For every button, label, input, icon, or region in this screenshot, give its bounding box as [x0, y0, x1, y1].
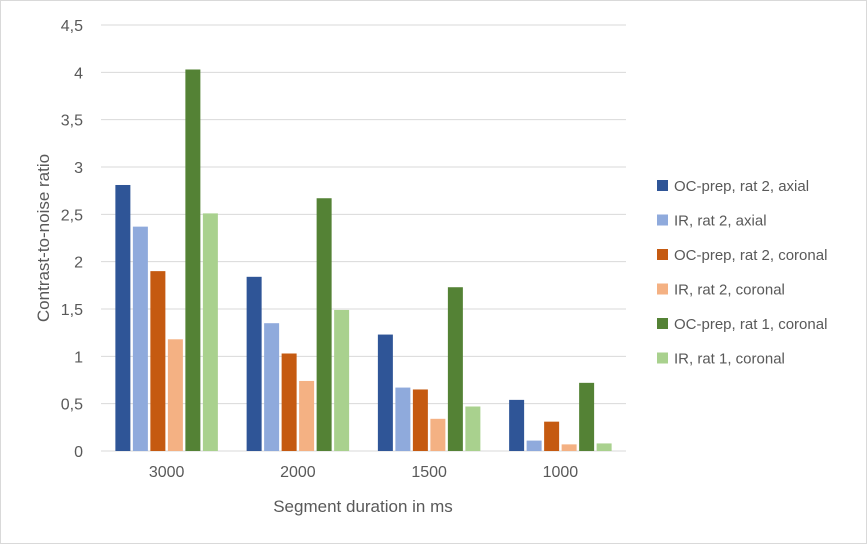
y-tick-label: 0,5 — [61, 397, 83, 414]
y-tick-label: 3,5 — [61, 113, 83, 130]
bar — [579, 382, 595, 451]
bar — [334, 309, 350, 451]
bar — [246, 276, 262, 451]
bar — [150, 271, 166, 451]
x-axis-label: Segment duration in ms — [273, 497, 453, 516]
bar — [544, 421, 560, 451]
bar — [561, 444, 577, 451]
legend-label: OC-prep, rat 2, axial — [674, 178, 809, 195]
bar — [412, 389, 428, 451]
bar — [509, 399, 525, 451]
bar — [596, 443, 612, 451]
legend-swatch — [657, 352, 668, 364]
x-tick-label: 2000 — [280, 464, 316, 481]
y-tick-label: 1 — [74, 349, 83, 366]
x-tick-label: 1500 — [411, 464, 447, 481]
bar — [202, 213, 218, 451]
legend-swatch — [657, 214, 668, 226]
bar — [395, 387, 411, 451]
y-tick-label: 0 — [74, 444, 83, 461]
y-tick-label: 1,5 — [61, 302, 83, 319]
bar — [430, 418, 446, 451]
legend-swatch — [657, 283, 668, 295]
legend-swatch — [657, 180, 668, 191]
y-axis-label: Contrast-to-noise ratio — [34, 154, 53, 322]
bar — [167, 339, 183, 451]
legend-swatch — [657, 318, 668, 329]
legend-label: IR, rat 2, coronal — [674, 282, 785, 299]
bar — [316, 198, 332, 451]
legend-label: OC-prep, rat 1, coronal — [674, 316, 827, 333]
x-tick-label: 1000 — [543, 464, 579, 481]
bar — [299, 380, 315, 451]
bar — [115, 184, 131, 451]
bar — [377, 334, 393, 451]
bar — [132, 226, 148, 451]
y-tick-label: 2 — [74, 255, 83, 272]
bar — [264, 323, 280, 451]
bar — [447, 287, 463, 451]
legend-label: OC-prep, rat 2, coronal — [674, 247, 827, 264]
y-tick-label: 3 — [74, 160, 83, 177]
y-tick-label: 4 — [74, 65, 83, 82]
legend-label: IR, rat 2, axial — [674, 213, 767, 230]
y-tick-label: 4,5 — [61, 18, 83, 35]
bar — [465, 406, 481, 451]
legend-swatch — [657, 249, 668, 260]
bar — [281, 353, 297, 451]
x-tick-label: 3000 — [149, 464, 185, 481]
bar — [185, 69, 201, 451]
legend: OC-prep, rat 2, axial IR, rat 2, axial OC-… — [657, 178, 827, 368]
y-tick-label: 2,5 — [61, 207, 83, 224]
legend-label: IR, rat 1, coronal — [674, 351, 785, 368]
bar — [526, 440, 542, 451]
